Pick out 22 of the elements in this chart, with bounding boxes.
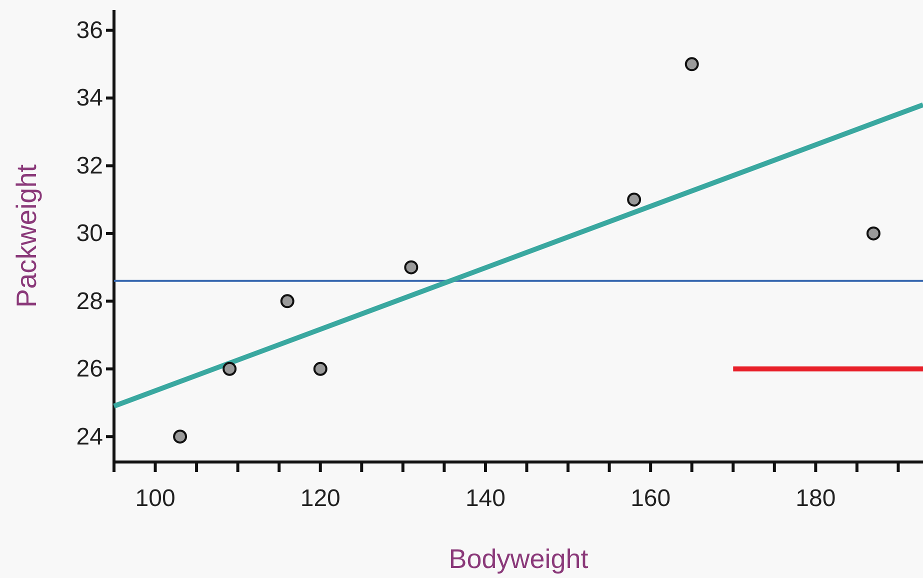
x-tick-label: 160 xyxy=(630,485,671,512)
point xyxy=(222,362,237,376)
x-axis-title: Bodyweight xyxy=(448,544,589,574)
point xyxy=(627,192,642,207)
x-tick-label: 100 xyxy=(135,485,176,512)
point xyxy=(404,260,418,274)
y-tick-label: 32 xyxy=(76,152,103,180)
x-tick-label: 140 xyxy=(465,485,506,512)
x-tick-label: 120 xyxy=(300,485,340,512)
x-tick-label: 180 xyxy=(796,485,836,512)
point xyxy=(866,226,880,240)
y-axis-title: Packweight xyxy=(11,164,42,308)
y-tick-label: 30 xyxy=(76,220,103,248)
y-tick-label: 26 xyxy=(76,356,103,383)
point xyxy=(173,430,188,444)
y-tick-label: 28 xyxy=(76,288,103,315)
y-tick-label: 24 xyxy=(76,423,103,450)
point xyxy=(280,294,294,308)
point xyxy=(313,362,328,376)
point xyxy=(684,57,699,72)
y-tick-label: 36 xyxy=(76,16,103,44)
y-tick-label: 34 xyxy=(76,84,103,112)
